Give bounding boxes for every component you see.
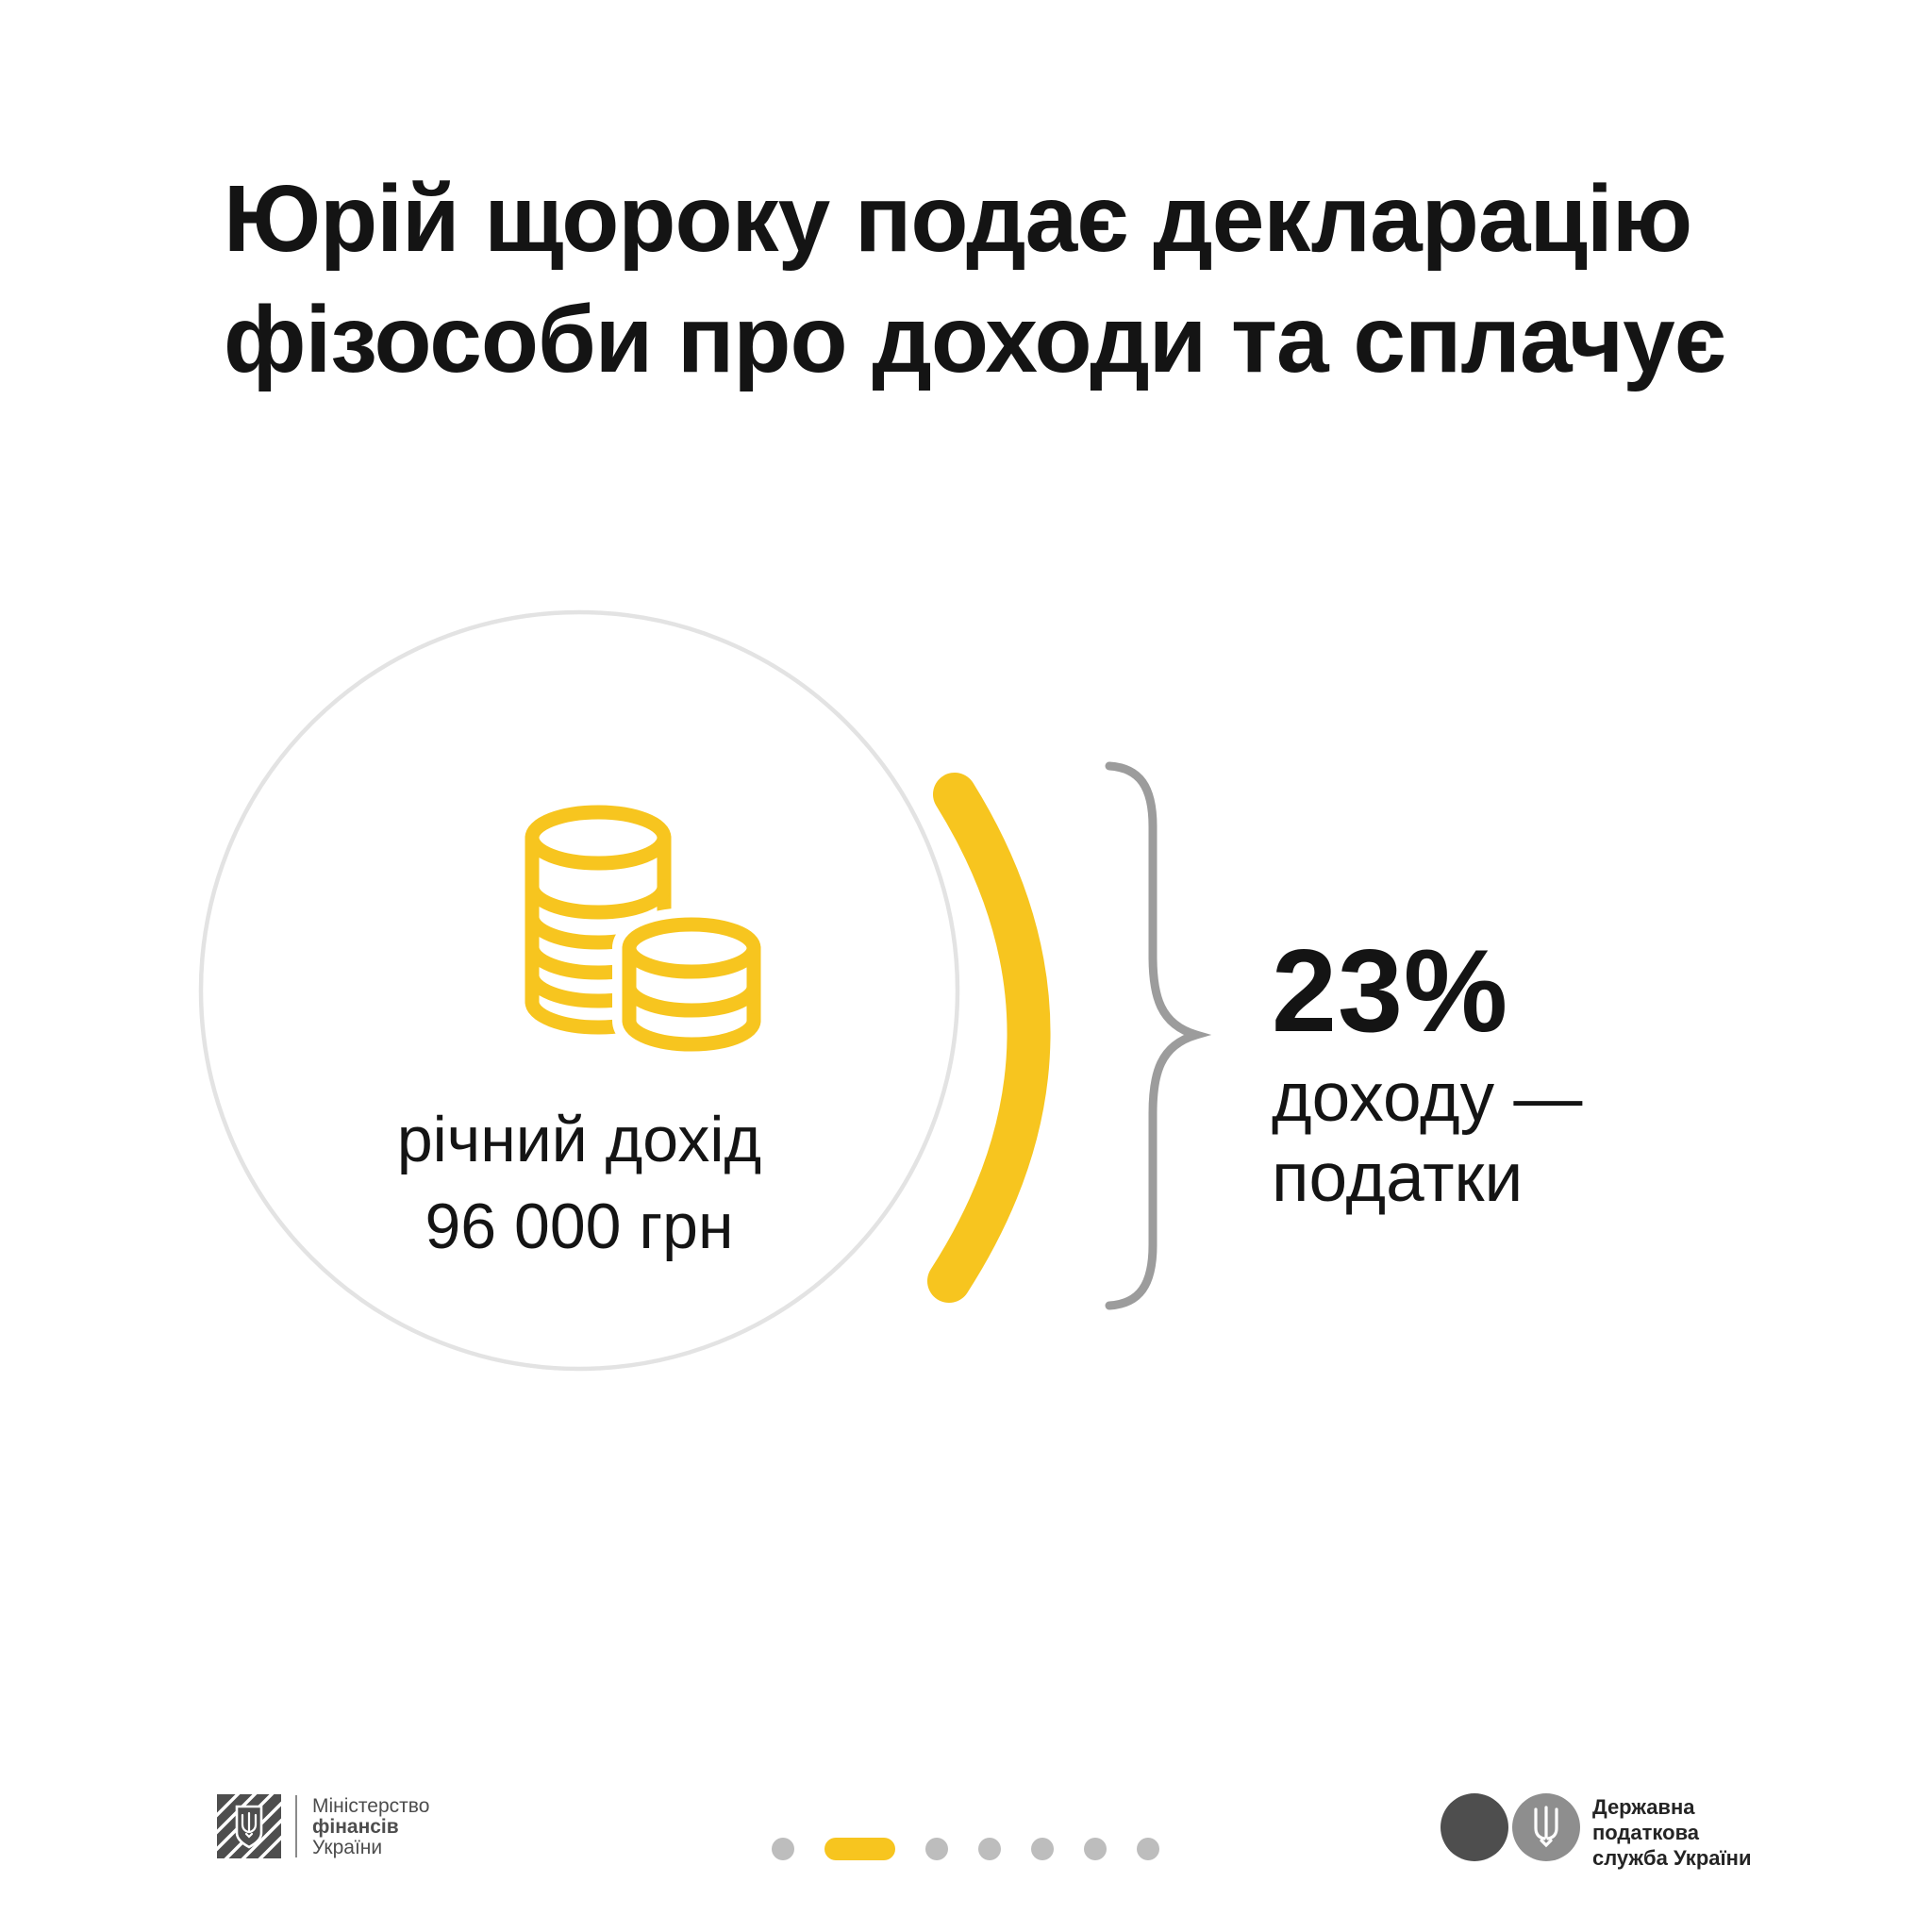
tax-description: доходу — податки (1272, 1058, 1582, 1218)
curly-brace (1105, 761, 1212, 1310)
income-label-line-1: річний дохід (396, 1104, 762, 1175)
tax-service-name-line-1: Державна (1592, 1795, 1695, 1819)
ministry-of-finance-logo: Міністерство фінансів України (217, 1794, 429, 1858)
pagination-dot[interactable] (772, 1838, 794, 1860)
tax-service-name-line-2: податкова (1592, 1821, 1700, 1844)
tax-service-name: Державна податкова служба України (1592, 1794, 1752, 1871)
tax-callout: 23% доходу — податки (1272, 926, 1582, 1218)
tax-service-name-line-3: служба України (1592, 1846, 1752, 1870)
pagination-dot[interactable] (925, 1838, 948, 1860)
trident-icon (1534, 1806, 1558, 1848)
pagination-dot[interactable] (1031, 1838, 1054, 1860)
title-line-1: Юрій щороку подає декларацію (224, 166, 1692, 272)
ministry-name-line-2: фінансів (312, 1816, 399, 1838)
coins-icon (525, 805, 771, 1061)
trident-icon (241, 1811, 258, 1839)
pagination-dot[interactable] (978, 1838, 1001, 1860)
pagination-dot[interactable] (1084, 1838, 1107, 1860)
tax-share-arc (927, 773, 1051, 1303)
income-label: річний дохід 96 000 грн (296, 1096, 862, 1270)
ministry-name-line-1: Міністерство (312, 1795, 430, 1817)
income-label-line-2: 96 000 грн (425, 1191, 734, 1262)
tax-percent: 23% (1272, 926, 1509, 1057)
pagination-active-pill[interactable] (824, 1838, 895, 1860)
ministry-name-line-3: України (312, 1837, 383, 1858)
page-title: Юрій щороку подає декларацію фізособи про… (224, 158, 1726, 400)
pagination-dot[interactable] (1137, 1838, 1159, 1860)
logo-divider (295, 1795, 297, 1857)
title-line-2: фізособи про доходи та сплачує (224, 287, 1726, 392)
ministry-emblem-icon (217, 1794, 281, 1858)
state-tax-service-logo: Державна податкова служба України (1441, 1793, 1752, 1871)
ministry-name: Міністерство фінансів України (312, 1796, 429, 1858)
tax-description-line-2: податки (1272, 1140, 1524, 1216)
tax-service-emblem-icon (1441, 1793, 1580, 1861)
carousel-pagination (772, 1838, 1159, 1860)
tax-description-line-1: доходу — (1272, 1059, 1583, 1136)
